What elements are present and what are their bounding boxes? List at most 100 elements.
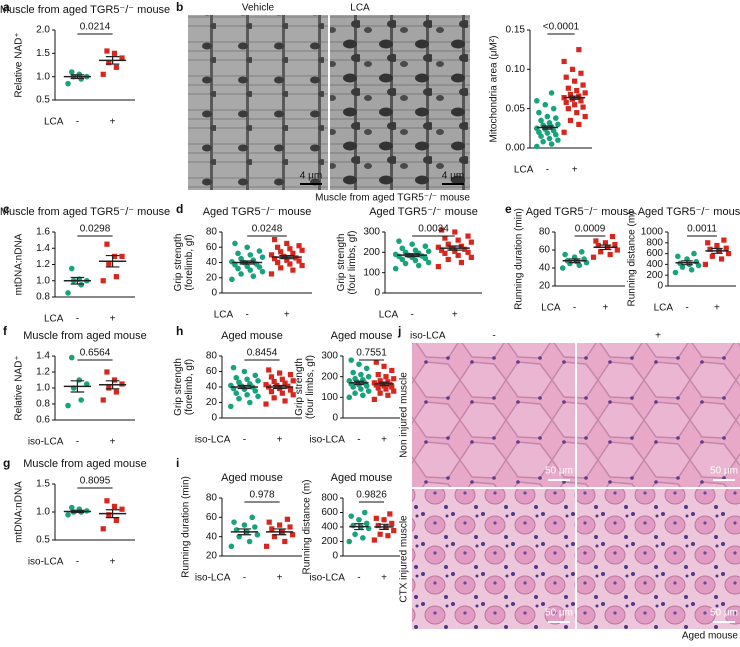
data-point (718, 256, 725, 262)
data-point (439, 247, 445, 253)
data-point (442, 235, 448, 241)
data-point (365, 388, 372, 394)
group-label: LCA (44, 117, 64, 128)
data-point (279, 390, 285, 396)
x-tick-label: - (243, 573, 246, 584)
data-point (271, 378, 277, 385)
y-tick-label: 400 (321, 522, 338, 533)
data-point (230, 364, 237, 371)
data-point (389, 367, 395, 374)
row-label: Non injured muscle (399, 372, 410, 458)
chart-title: Muscle from aged mouse (23, 330, 147, 342)
data-point (360, 535, 366, 541)
error-bar (447, 245, 463, 251)
data-point (442, 250, 448, 256)
panel-label: b (176, 0, 183, 14)
data-point (290, 392, 296, 398)
data-point (561, 129, 567, 135)
data-point (250, 257, 257, 264)
data-point (287, 372, 294, 378)
p-value: 0.6564 (80, 348, 111, 359)
data-point (290, 378, 296, 384)
scale-label: 4 μm (300, 171, 322, 182)
data-point (111, 503, 118, 509)
image-label: LCA (350, 3, 370, 14)
y-tick-label: 60 (206, 366, 218, 377)
data-point (465, 233, 471, 239)
data-point (402, 260, 409, 267)
data-point (65, 402, 71, 409)
y-tick-label: 20 (206, 551, 218, 562)
data-point (439, 227, 445, 233)
y-tick-label: 1.0 (36, 383, 50, 394)
data-point (119, 381, 125, 387)
error-bar (70, 380, 85, 393)
chart-title: Aged TGR5⁻/⁻ mouse (369, 206, 478, 218)
data-point (247, 399, 253, 406)
y-axis-label: (four limbs, gf) (347, 231, 358, 295)
y-tick-label: 20 (539, 281, 551, 292)
y-tick-label: 400 (646, 259, 663, 270)
data-point (244, 263, 250, 270)
y-tick-label: 80 (539, 227, 551, 238)
group-label: iso-LCA (309, 435, 345, 446)
y-tick-label: 0 (211, 413, 217, 424)
chart-title: Aged TGR5⁻/⁻ mouse (638, 206, 740, 218)
data-point (271, 534, 277, 540)
y-tick-label: 0.10 (506, 64, 526, 75)
data-point (425, 259, 432, 266)
data-point (572, 102, 578, 108)
error-bar (681, 260, 693, 266)
x-tick-label: + (452, 310, 458, 321)
panel-label: e (505, 202, 512, 216)
group-label: iso-LCA (28, 557, 64, 568)
x-tick-label: + (110, 557, 116, 568)
data-point (578, 249, 585, 255)
y-tick-label: 60 (206, 512, 218, 523)
p-value: 0.0034 (418, 224, 449, 235)
data-point (65, 290, 71, 296)
y-tick-label: 1.4 (36, 351, 50, 362)
y-tick-label: 40 (539, 263, 551, 274)
data-point (68, 265, 75, 272)
y-axis-label: Running distance (m) (302, 479, 313, 574)
group-label: LCA (44, 314, 64, 325)
data-point (452, 229, 458, 235)
data-point (268, 374, 275, 380)
x-tick-label: - (76, 314, 79, 325)
y-tick-label: 0.8 (36, 292, 50, 303)
data-point (247, 267, 254, 273)
error-bar (237, 528, 252, 536)
panel-label: a (3, 0, 10, 14)
group-value: + (655, 331, 661, 342)
data-point (119, 55, 125, 61)
data-point (435, 244, 441, 250)
x-tick-label: - (685, 303, 688, 314)
data-point (268, 252, 275, 258)
data-point (389, 520, 395, 526)
row-label: CTX injured muscle (399, 515, 410, 603)
y-tick-label: 40 (206, 257, 218, 268)
data-point (290, 250, 296, 256)
data-point (78, 397, 84, 403)
y-axis-label: Grip strength (173, 358, 184, 416)
data-point (348, 513, 355, 519)
data-point (598, 249, 604, 255)
data-point (580, 82, 586, 88)
data-point (375, 385, 381, 391)
data-point (468, 254, 474, 261)
y-axis-label: mtDNA:nDNA (14, 233, 25, 295)
p-value: 0.7551 (356, 348, 387, 359)
y-tick-label: 1.5 (36, 479, 50, 490)
data-point (296, 258, 302, 264)
data-point (111, 377, 118, 383)
data-point (113, 274, 119, 280)
data-point (252, 388, 259, 394)
data-point (377, 390, 383, 396)
data-point (266, 367, 272, 373)
data-point (106, 512, 112, 518)
data-point (271, 237, 278, 243)
panel-label: i (176, 456, 179, 470)
error-bar (404, 253, 420, 258)
data-point (282, 538, 288, 545)
